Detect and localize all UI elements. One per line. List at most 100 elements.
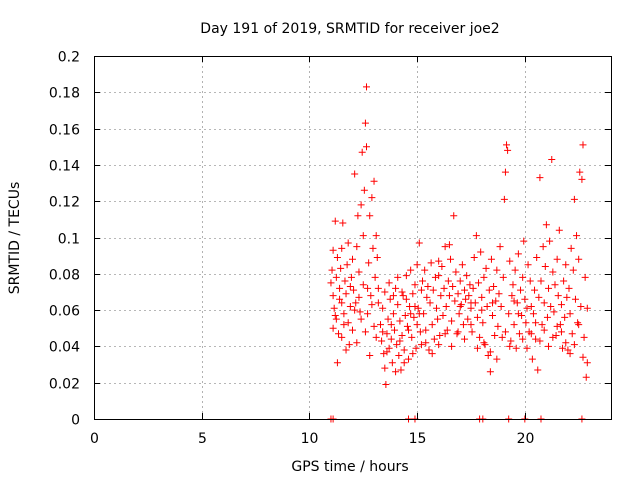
- data-point: [551, 281, 559, 289]
- data-point: [444, 277, 452, 285]
- data-point: [349, 326, 356, 334]
- data-point: [435, 341, 443, 349]
- data-point: [368, 301, 376, 309]
- data-point: [518, 312, 526, 320]
- data-point: [464, 315, 472, 323]
- data-point: [421, 266, 429, 274]
- data-point: [489, 312, 497, 320]
- data-point: [410, 313, 418, 321]
- data-point: [402, 272, 410, 280]
- data-point: [428, 321, 436, 329]
- data-point: [344, 319, 352, 327]
- data-point: [570, 341, 578, 349]
- data-point: [350, 286, 358, 294]
- data-point: [331, 312, 339, 320]
- data-point: [495, 290, 503, 298]
- x-tick-label: 5: [198, 431, 207, 447]
- data-point: [533, 253, 541, 261]
- data-point: [438, 263, 446, 271]
- data-point: [514, 250, 522, 258]
- data-point: [506, 342, 514, 350]
- data-point: [393, 341, 401, 349]
- data-point: [529, 310, 537, 318]
- data-point: [494, 322, 502, 330]
- data-point: [346, 283, 354, 291]
- data-point: [553, 322, 561, 330]
- data-point: [473, 313, 481, 321]
- data-point: [429, 286, 437, 294]
- data-point: [450, 212, 458, 220]
- data-point: [493, 266, 501, 274]
- data-point: [519, 273, 527, 281]
- data-point: [382, 381, 390, 389]
- data-point: [381, 364, 389, 372]
- data-point: [580, 333, 588, 341]
- data-point: [400, 359, 408, 367]
- grid-lines: [94, 56, 611, 419]
- data-point: [482, 264, 490, 272]
- data-point: [511, 266, 519, 274]
- data-point: [436, 332, 444, 340]
- data-point: [392, 368, 400, 376]
- data-point: [579, 353, 587, 361]
- data-point: [500, 195, 508, 203]
- data-point: [583, 304, 591, 312]
- data-point: [467, 321, 475, 329]
- data-point: [352, 299, 360, 307]
- data-point: [466, 281, 474, 289]
- data-point: [455, 310, 463, 318]
- y-tick-label: 0.18: [49, 86, 80, 102]
- data-point: [546, 237, 554, 245]
- data-point: [527, 330, 535, 338]
- data-point: [454, 290, 462, 298]
- data-point: [343, 261, 351, 269]
- data-point: [561, 313, 569, 321]
- data-point: [411, 281, 419, 289]
- data-point: [359, 232, 367, 240]
- data-point: [394, 301, 402, 309]
- data-point: [574, 319, 582, 327]
- y-tick-label: 0.02: [49, 377, 80, 393]
- data-point: [374, 284, 382, 292]
- data-point: [448, 317, 456, 325]
- data-point: [538, 321, 546, 329]
- data-point: [527, 302, 535, 310]
- x-tick-label: 15: [409, 431, 427, 447]
- data-point: [329, 324, 337, 332]
- data-point: [515, 330, 523, 338]
- data-point: [536, 337, 544, 345]
- data-point: [451, 297, 459, 305]
- data-point: [336, 295, 344, 303]
- data-point: [465, 292, 473, 300]
- data-point: [334, 330, 342, 338]
- x-tick-labels: 0 5 10 15 20: [90, 431, 534, 447]
- data-point: [398, 332, 406, 340]
- data-point: [499, 273, 507, 281]
- data-point: [400, 346, 408, 354]
- data-point: [379, 328, 387, 336]
- data-point: [385, 344, 393, 352]
- data-point: [512, 344, 520, 352]
- data-point: [457, 301, 465, 309]
- data-point: [492, 297, 500, 305]
- data-point: [532, 335, 540, 343]
- data-point: [498, 333, 506, 341]
- data-point: [467, 299, 475, 307]
- data-point: [568, 330, 576, 338]
- data-point: [559, 344, 567, 352]
- data-point: [563, 293, 571, 301]
- data-point: [368, 194, 376, 202]
- data-point: [534, 366, 542, 374]
- data-point: [372, 232, 380, 240]
- data-point: [356, 308, 364, 316]
- data-point: [380, 350, 388, 358]
- data-point: [540, 299, 548, 307]
- data-point: [405, 326, 413, 334]
- data-point: [575, 255, 583, 263]
- data-point: [476, 333, 484, 341]
- data-point: [481, 341, 489, 349]
- data-point: [374, 299, 382, 307]
- data-point: [351, 170, 359, 178]
- data-point: [526, 277, 534, 285]
